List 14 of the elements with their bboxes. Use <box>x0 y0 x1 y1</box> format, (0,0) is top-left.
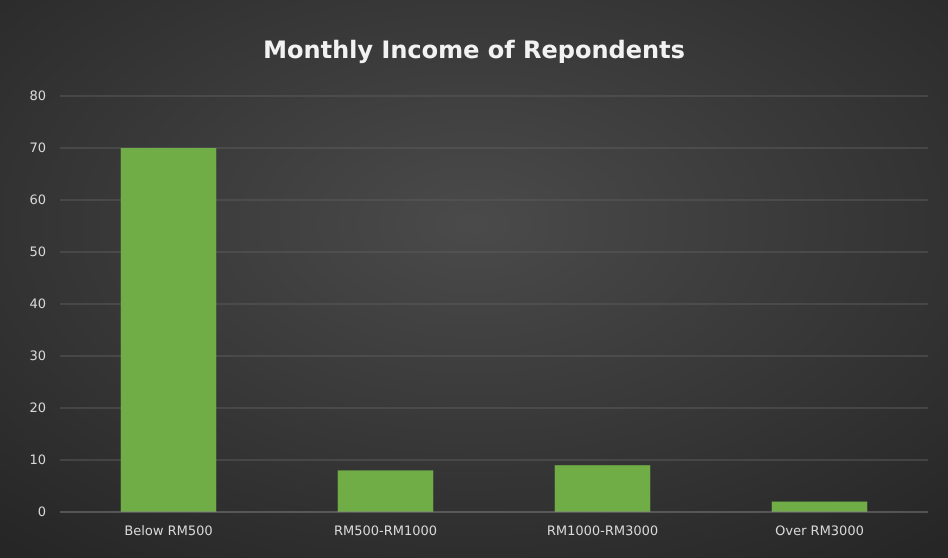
y-tick-label: 30 <box>29 349 46 364</box>
y-tick-label: 70 <box>29 141 46 156</box>
y-tick-label: 10 <box>29 453 46 468</box>
y-tick-label: 20 <box>29 401 46 416</box>
chart-title: Monthly Income of Repondents <box>263 36 685 64</box>
x-tick-label: RM500-RM1000 <box>334 524 438 540</box>
x-tick-label: RM1000-RM3000 <box>546 524 658 540</box>
y-tick-label: 50 <box>29 245 46 260</box>
y-tick-label: 40 <box>29 297 46 312</box>
y-tick-label: 80 <box>29 89 46 104</box>
y-tick-label: 60 <box>29 193 46 208</box>
y-tick-label: 0 <box>38 505 46 520</box>
x-tick-label: Over RM3000 <box>775 524 864 540</box>
x-tick-label: Below RM500 <box>124 524 213 540</box>
